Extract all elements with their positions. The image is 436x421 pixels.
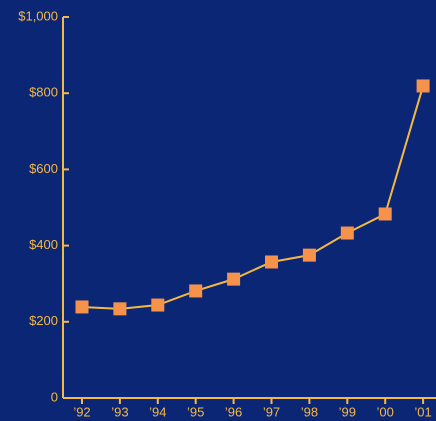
y-tick-label: $600 (29, 161, 58, 176)
marker (75, 300, 89, 314)
y-tick-label: 0 (51, 389, 58, 404)
x-tick-label: ’00 (377, 404, 394, 419)
marker (302, 248, 316, 262)
x-tick-label: ’95 (187, 404, 204, 419)
marker (189, 284, 203, 298)
x-tick-label: ’97 (263, 404, 280, 419)
x-tick-label: ’93 (111, 404, 128, 419)
marker (151, 298, 165, 312)
x-tick-label: ’99 (339, 404, 356, 419)
y-tick-label: $1,000 (18, 8, 58, 23)
x-tick-label: ’92 (73, 404, 90, 419)
marker (416, 79, 430, 93)
marker (265, 255, 278, 269)
marker (113, 302, 127, 316)
marker (227, 272, 241, 286)
x-tick-label: ’94 (149, 404, 166, 419)
y-tick-label: $800 (29, 85, 58, 100)
x-tick-label: ’98 (301, 404, 318, 419)
x-tick-label: ’96 (225, 404, 242, 419)
y-tick-label: $200 (29, 313, 58, 328)
marker (340, 226, 354, 240)
y-tick-label: $400 (29, 237, 58, 252)
marker (378, 207, 392, 221)
line (81, 85, 425, 310)
x-tick-label: ’01 (414, 404, 431, 419)
